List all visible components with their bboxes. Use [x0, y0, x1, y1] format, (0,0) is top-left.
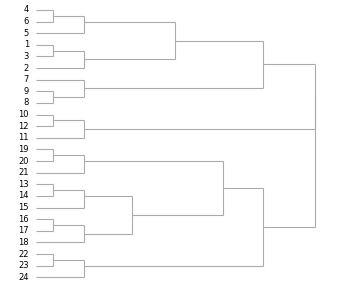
Text: 24: 24	[18, 273, 29, 282]
Text: 3: 3	[24, 52, 29, 61]
Text: 21: 21	[18, 168, 29, 177]
Text: 1: 1	[24, 40, 29, 49]
Text: 11: 11	[18, 133, 29, 142]
Text: 8: 8	[24, 99, 29, 107]
Text: 14: 14	[18, 192, 29, 200]
Text: 10: 10	[18, 110, 29, 119]
Text: 19: 19	[18, 145, 29, 154]
Text: 2: 2	[24, 64, 29, 73]
Text: 12: 12	[18, 122, 29, 131]
Text: 18: 18	[18, 238, 29, 247]
Text: 23: 23	[18, 261, 29, 270]
Text: 7: 7	[24, 75, 29, 84]
Text: 9: 9	[24, 87, 29, 96]
Text: 5: 5	[24, 29, 29, 38]
Text: 13: 13	[18, 180, 29, 189]
Text: 15: 15	[18, 203, 29, 212]
Text: 16: 16	[18, 215, 29, 224]
Text: 20: 20	[18, 156, 29, 166]
Text: 22: 22	[18, 250, 29, 258]
Text: 6: 6	[24, 17, 29, 26]
Text: 4: 4	[24, 5, 29, 15]
Text: 17: 17	[18, 226, 29, 235]
